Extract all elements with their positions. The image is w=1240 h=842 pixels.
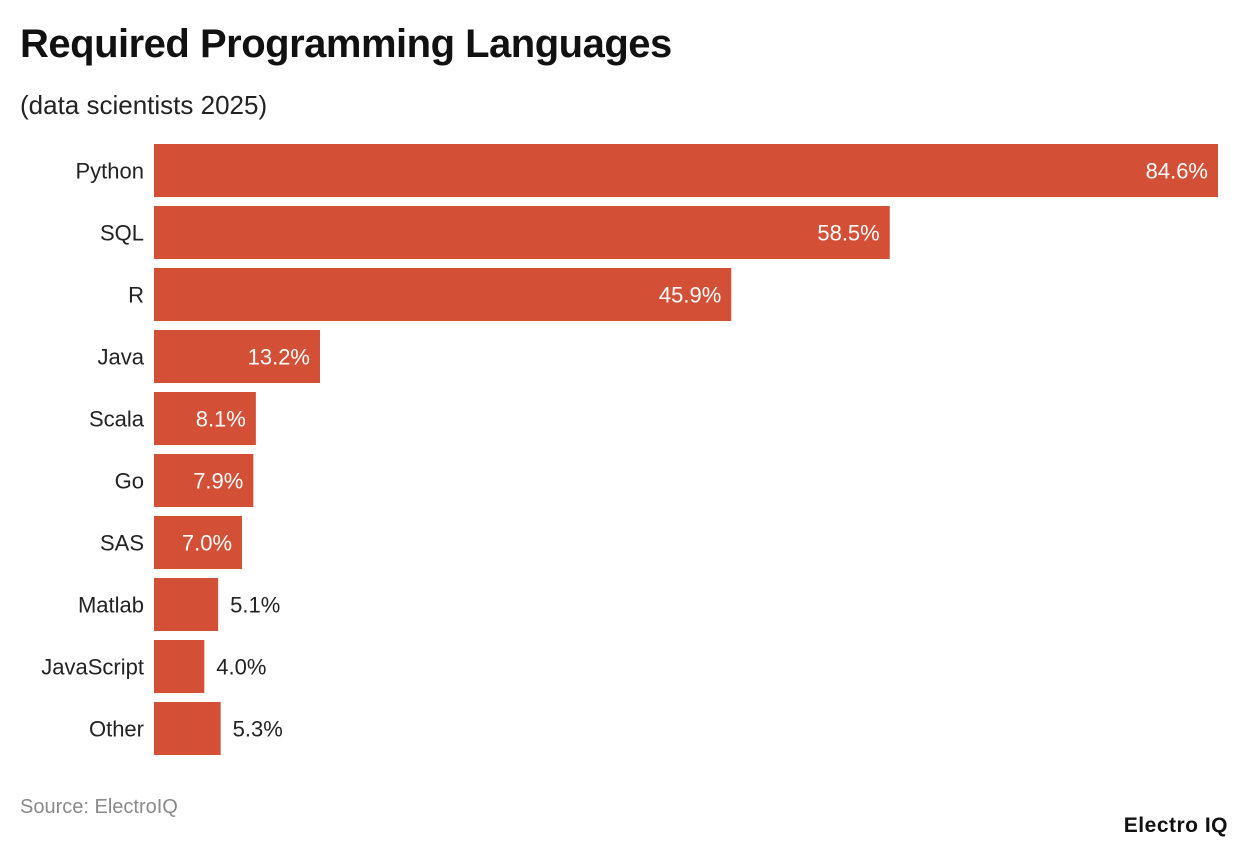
- category-label: SQL: [100, 221, 144, 246]
- value-label: 4.0%: [216, 655, 266, 680]
- chart-title: Required Programming Languages: [20, 22, 672, 66]
- bar-python: [154, 144, 1218, 197]
- category-label: Other: [89, 717, 144, 742]
- bar-chart: Python 84.6% SQL 58.5% R 45.9% Java 13.2% Scala 8…: [41, 144, 1218, 755]
- value-label: 8.1%: [196, 407, 246, 432]
- value-label: 13.2%: [248, 345, 310, 370]
- electro-iq-logo: Electro IQ: [1123, 814, 1228, 837]
- category-label: Python: [76, 159, 145, 184]
- bar-java: [154, 330, 321, 383]
- value-label: 45.9%: [659, 283, 721, 308]
- value-label: 5.1%: [230, 593, 280, 618]
- chart-subtitle: (data scientists 2025): [20, 90, 268, 120]
- value-label: 84.6%: [1146, 159, 1208, 184]
- bar-sas: [154, 516, 243, 569]
- bar-r: [154, 268, 732, 321]
- category-label: Go: [115, 469, 144, 494]
- value-label: 7.0%: [182, 531, 232, 556]
- bar-scala: [154, 392, 256, 445]
- bar-other: [154, 702, 221, 755]
- category-label: Java: [98, 345, 145, 370]
- value-label: 58.5%: [817, 221, 879, 246]
- bar-go: [154, 454, 254, 507]
- bar-matlab: [154, 578, 219, 631]
- bar-javascript: [154, 640, 205, 693]
- category-label: Matlab: [78, 593, 144, 618]
- value-label: 7.9%: [193, 469, 243, 494]
- value-label: 5.3%: [233, 717, 283, 742]
- category-label: JavaScript: [41, 655, 144, 680]
- category-label: SAS: [100, 531, 144, 556]
- bar-sql: [154, 206, 890, 259]
- category-label: R: [128, 283, 144, 308]
- source-note: Source: ElectroIQ: [20, 796, 178, 818]
- category-label: Scala: [89, 407, 145, 432]
